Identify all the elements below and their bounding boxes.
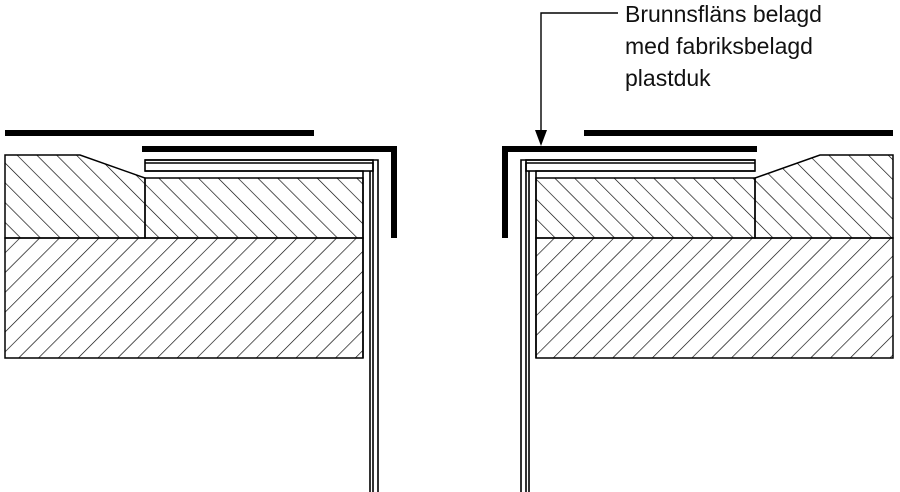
left-section: [4, 130, 397, 492]
right-flange-plate: [525, 159, 756, 172]
leader-arrowhead: [535, 130, 547, 146]
annotation-line-3: plastduk: [625, 65, 711, 91]
left-lower-slab: [4, 237, 364, 359]
leader-line: [540, 12, 618, 138]
right-section: [502, 130, 894, 492]
annotation-line-2: med fabriksbelagd: [625, 33, 813, 59]
left-upper-taper-layer: [4, 154, 146, 239]
left-flange-plate: [144, 159, 374, 172]
left-upper-block: [144, 177, 364, 239]
annotation-line-1: Brunnsfläns belagd: [625, 1, 822, 27]
right-upper-block: [535, 177, 756, 239]
right-lower-slab: [535, 237, 894, 359]
right-well-flange: [502, 146, 757, 238]
left-well-flange: [142, 146, 397, 238]
annotation-callout: Brunnsfläns belagd med fabriksbelagd pla…: [535, 1, 822, 146]
right-upper-taper-layer: [754, 154, 894, 239]
